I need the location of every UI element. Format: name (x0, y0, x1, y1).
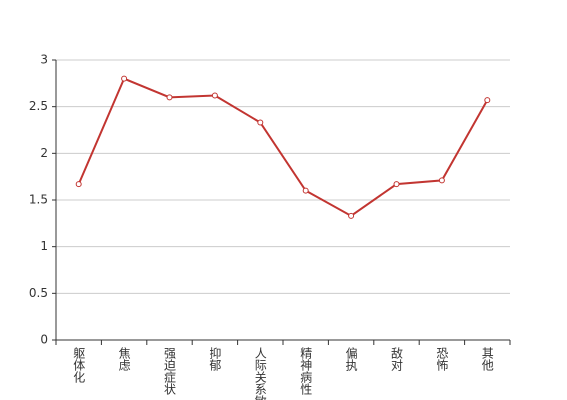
x-tick-label: 偏执 (344, 346, 358, 372)
point (438, 177, 445, 184)
y-tick-label: 2 (40, 146, 48, 160)
point (302, 187, 309, 194)
point (348, 212, 355, 219)
point (166, 94, 173, 101)
y-tick-label: 1 (40, 239, 48, 253)
point (211, 92, 218, 99)
point (484, 97, 491, 104)
x-tick-label: 恐怖 (435, 347, 449, 371)
point (121, 75, 128, 82)
x-tick-label: 精神病性 (299, 347, 313, 396)
x-tick-label: 人际关系敏感 (253, 347, 267, 400)
x-tick-label: 强迫症状 (163, 347, 177, 395)
x-tick-label: 抑郁 (208, 346, 222, 372)
point (75, 181, 82, 188)
y-tick-label: 1.5 (29, 193, 48, 207)
x-tick-label: 其他 (480, 347, 494, 371)
y-tick-label: 0 (40, 333, 48, 347)
y-tick-label: 3 (40, 53, 48, 67)
x-tick-label: 敌对 (390, 346, 404, 371)
y-tick-label: 2.5 (29, 99, 48, 113)
point (393, 181, 400, 188)
x-tick-label: 焦虑 (117, 347, 131, 371)
line (77, 77, 489, 218)
x-tick-label: 躯体化 (72, 346, 86, 384)
y-tick-label: 0.5 (29, 286, 48, 300)
point (257, 119, 264, 126)
